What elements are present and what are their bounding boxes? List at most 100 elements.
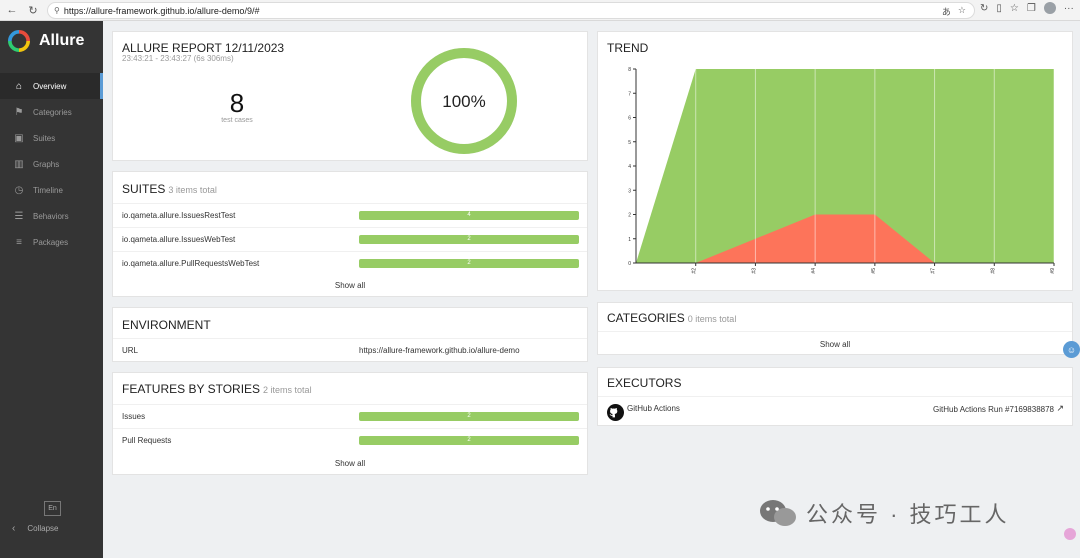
trend-x-tick-label: #8 bbox=[990, 268, 996, 274]
environment-key: URL bbox=[122, 346, 139, 355]
suites-row[interactable]: io.qameta.allure.PullRequestsWebTest 2 bbox=[113, 251, 587, 275]
split-screen-icon[interactable]: ▯ bbox=[996, 2, 1002, 14]
success-rate-donut: 100% bbox=[411, 48, 517, 154]
language-button[interactable]: En bbox=[44, 501, 61, 516]
extension-icon[interactable]: ↻ bbox=[980, 2, 989, 14]
suites-name: io.qameta.allure.IssuesRestTest bbox=[122, 211, 236, 220]
trend-x-tick-label: #4 bbox=[811, 268, 817, 274]
categories-widget: CATEGORIES 0 items total Show all bbox=[597, 302, 1073, 355]
suites-row[interactable]: io.qameta.allure.IssuesRestTest 4 bbox=[113, 203, 587, 227]
trend-y-tick-label: 1 bbox=[628, 237, 631, 243]
wechat-icon bbox=[760, 500, 796, 526]
executor-row[interactable]: GitHub Actions GitHub Actions Run #71698… bbox=[598, 396, 1072, 426]
trend-title: TREND bbox=[607, 41, 649, 55]
trend-y-tick-label: 4 bbox=[628, 164, 631, 170]
trend-x-tick-label: #7 bbox=[931, 268, 937, 274]
sidebar-item-timeline[interactable]: ◷ Timeline bbox=[0, 177, 103, 203]
list-icon: ☰ bbox=[14, 210, 24, 222]
bar-chart-icon: ▥ bbox=[14, 158, 24, 170]
features-status-bar: 2 bbox=[359, 436, 579, 445]
categories-subtitle: 0 items total bbox=[687, 314, 737, 324]
executor-run-link[interactable]: GitHub Actions Run #7169838878 bbox=[933, 405, 1054, 414]
sidebar-item-packages[interactable]: ≡ Packages bbox=[0, 229, 103, 255]
features-show-all-link[interactable]: Show all bbox=[334, 459, 366, 468]
features-name: Issues bbox=[122, 412, 146, 421]
collapse-button[interactable]: ‹ Collapse bbox=[12, 523, 58, 534]
github-icon bbox=[607, 404, 624, 421]
suites-title-text: SUITES bbox=[122, 182, 166, 196]
address-bar[interactable]: ⚲ https://allure-framework.github.io/all… bbox=[47, 2, 975, 19]
features-by-stories-widget: FEATURES BY STORIES 2 items total Issues 2… bbox=[112, 372, 588, 475]
collections-icon[interactable]: ❐ bbox=[1026, 2, 1036, 14]
features-subtitle: 2 items total bbox=[263, 385, 312, 395]
suites-show-all-link[interactable]: Show all bbox=[334, 281, 366, 290]
sidebar-nav: ⌂ Overview ⚑ Categories ▣ Suites ▥ Graphs ◷ Timel… bbox=[0, 73, 103, 255]
trend-y-tick-label: 0 bbox=[628, 261, 631, 267]
trend-y-tick-label: 5 bbox=[628, 140, 631, 146]
site-info-icon[interactable]: ⚲ bbox=[54, 6, 60, 15]
summary-widget: ALLURE REPORT 12/11/2023 23:43:21 - 23:4… bbox=[112, 31, 588, 161]
trend-y-tick-label: 8 bbox=[628, 67, 631, 73]
back-icon[interactable]: ← bbox=[6, 4, 18, 16]
trend-widget: TREND 0 1 2 3 4 5 6 7 8 #2 #3 #4 #5 #7 #8 #9 bbox=[597, 31, 1073, 291]
features-name: Pull Requests bbox=[122, 436, 172, 445]
trend-y-tick-label: 6 bbox=[628, 116, 631, 122]
suites-name: io.qameta.allure.IssuesWebTest bbox=[122, 235, 236, 244]
features-row[interactable]: Issues 2 bbox=[113, 404, 587, 428]
copilot-icon[interactable] bbox=[1064, 528, 1076, 540]
briefcase-icon: ▣ bbox=[14, 132, 24, 144]
trend-x-tick-label: #5 bbox=[871, 268, 877, 274]
sidebar-item-label: Timeline bbox=[33, 185, 63, 195]
executors-widget: EXECUTORS GitHub Actions GitHub Actions … bbox=[597, 367, 1073, 426]
sidebar-item-suites[interactable]: ▣ Suites bbox=[0, 125, 103, 151]
sidebar-item-graphs[interactable]: ▥ Graphs bbox=[0, 151, 103, 177]
chat-assistant-icon[interactable]: ☺ bbox=[1063, 341, 1080, 358]
sidebar-item-behaviors[interactable]: ☰ Behaviors bbox=[0, 203, 103, 229]
categories-show-all-link[interactable]: Show all bbox=[819, 340, 851, 349]
favorites-icon[interactable]: ☆ bbox=[1009, 2, 1019, 14]
reload-icon[interactable]: ↻ bbox=[28, 4, 38, 17]
trend-x-tick-label: #3 bbox=[751, 268, 757, 274]
brand[interactable]: Allure bbox=[8, 30, 84, 52]
sidebar-item-label: Suites bbox=[33, 133, 56, 143]
trend-x-tick-label: #9 bbox=[1050, 268, 1056, 274]
collapse-label: Collapse bbox=[27, 524, 59, 533]
categories-title-text: CATEGORIES bbox=[607, 311, 685, 325]
profile-avatar[interactable] bbox=[1043, 2, 1056, 14]
translate-icon[interactable]: あ bbox=[941, 7, 951, 17]
features-title-text: FEATURES BY STORIES bbox=[122, 382, 261, 396]
trend-area-series-0 bbox=[636, 69, 1054, 263]
suites-status-bar: 2 bbox=[359, 259, 579, 268]
bookmark-star-icon[interactable]: ☆ bbox=[957, 5, 966, 15]
success-rate-text: 100% bbox=[442, 92, 485, 111]
watermark-text: 公众号 · 技巧工人 bbox=[806, 502, 1010, 527]
chevron-left-icon: ‹ bbox=[12, 523, 16, 534]
suites-subtitle: 3 items total bbox=[168, 185, 217, 195]
trend-y-tick-label: 7 bbox=[628, 91, 631, 97]
environment-row: URL https://allure-framework.github.io/a… bbox=[113, 338, 587, 362]
suites-status-bar: 2 bbox=[359, 235, 579, 244]
suites-row[interactable]: io.qameta.allure.IssuesWebTest 2 bbox=[113, 227, 587, 251]
brand-name: Allure bbox=[39, 32, 85, 49]
external-link-icon[interactable]: ↗ bbox=[1056, 403, 1064, 413]
suites-status-bar: 4 bbox=[359, 211, 579, 220]
trend-area-series-1 bbox=[636, 214, 1054, 263]
features-row[interactable]: Pull Requests 2 bbox=[113, 428, 587, 452]
sidebar-item-label: Graphs bbox=[33, 159, 60, 169]
environment-value: https://allure-framework.github.io/allur… bbox=[359, 346, 520, 355]
suites-widget: SUITES 3 items total io.qameta.allure.Iss… bbox=[112, 171, 588, 297]
flag-icon: ⚑ bbox=[14, 106, 24, 118]
features-title: FEATURES BY STORIES 2 items total bbox=[122, 382, 312, 396]
browser-toolbar: ← ↻ ⚲ https://allure-framework.github.io… bbox=[0, 0, 1080, 21]
sidebar-item-overview[interactable]: ⌂ Overview bbox=[0, 73, 103, 99]
more-menu-icon[interactable]: ··· bbox=[1063, 2, 1074, 14]
report-title: ALLURE REPORT 12/11/2023 bbox=[122, 41, 285, 55]
trend-chart: 0 1 2 3 4 5 6 7 8 #2 #3 #4 #5 #7 #8 #9 bbox=[628, 67, 1056, 274]
trend-y-tick-label: 3 bbox=[628, 188, 631, 194]
categories-row bbox=[598, 331, 1072, 355]
report-time-range: 23:43:21 - 23:43:27 (6s 306ms) bbox=[122, 54, 234, 63]
success-rate-arc bbox=[411, 48, 517, 154]
suites-title: SUITES 3 items total bbox=[122, 182, 217, 196]
sidebar-item-label: Overview bbox=[33, 81, 67, 91]
sidebar-item-categories[interactable]: ⚑ Categories bbox=[0, 99, 103, 125]
